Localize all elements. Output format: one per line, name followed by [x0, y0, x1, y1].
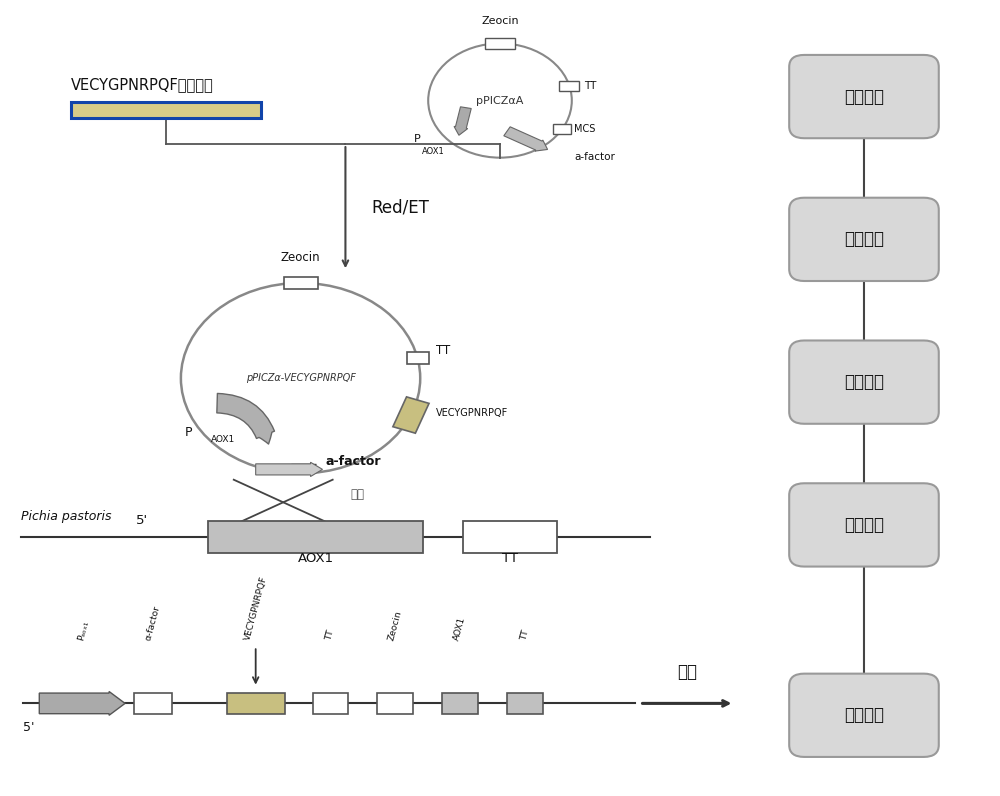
Text: a-factor: a-factor — [574, 152, 615, 162]
Bar — [407, 353, 429, 365]
Text: P: P — [413, 134, 420, 143]
Text: 诱导: 诱导 — [677, 663, 697, 681]
Bar — [393, 397, 429, 433]
Text: 5': 5' — [136, 514, 148, 527]
FancyArrow shape — [454, 107, 471, 135]
Text: MCS: MCS — [574, 124, 596, 134]
Bar — [284, 277, 318, 289]
Text: 转化: 转化 — [350, 488, 364, 501]
Text: AOX1: AOX1 — [422, 146, 445, 155]
Bar — [377, 693, 413, 714]
Bar — [71, 102, 261, 118]
Text: Pₐₒₓ₁: Pₐₒₓ₁ — [76, 619, 90, 642]
FancyArrow shape — [39, 692, 125, 716]
FancyBboxPatch shape — [789, 483, 939, 567]
Text: Red/ET: Red/ET — [371, 199, 429, 217]
Text: Zeocin: Zeocin — [387, 610, 404, 642]
Text: VECYGPNRPQF: VECYGPNRPQF — [243, 576, 269, 642]
Text: AOX1: AOX1 — [453, 616, 468, 642]
Text: AOX1: AOX1 — [211, 435, 235, 444]
Bar — [313, 693, 348, 714]
Bar — [559, 80, 579, 91]
Bar — [463, 521, 557, 552]
Text: TT: TT — [325, 629, 336, 642]
Text: pPICZα-VECYGPNRPQF: pPICZα-VECYGPNRPQF — [246, 373, 355, 383]
FancyBboxPatch shape — [789, 197, 939, 281]
Text: AOX1: AOX1 — [297, 552, 334, 565]
Text: 产品成型: 产品成型 — [844, 88, 884, 106]
Bar — [485, 38, 515, 49]
Bar — [227, 693, 285, 714]
Bar — [553, 124, 571, 135]
Text: pPICZαA: pPICZαA — [476, 96, 524, 106]
Text: Pichia pastoris: Pichia pastoris — [21, 509, 112, 522]
Text: 功能鉴定: 功能鉴定 — [844, 373, 884, 391]
Text: VECYGPNRPQF: VECYGPNRPQF — [436, 408, 509, 418]
FancyBboxPatch shape — [789, 55, 939, 139]
Text: 5': 5' — [23, 721, 35, 734]
Text: α-factor: α-factor — [144, 604, 162, 642]
Text: a-factor: a-factor — [325, 455, 381, 468]
Text: 分离纯化: 分离纯化 — [844, 516, 884, 534]
Text: TT: TT — [584, 80, 597, 91]
Bar — [208, 521, 423, 552]
FancyArrow shape — [256, 462, 322, 477]
FancyBboxPatch shape — [789, 341, 939, 423]
Text: 发酵优化: 发酵优化 — [844, 230, 884, 248]
Text: TT: TT — [502, 552, 518, 565]
FancyBboxPatch shape — [789, 673, 939, 757]
Text: P: P — [185, 426, 193, 439]
Text: VECYGPNRPQF编码基因: VECYGPNRPQF编码基因 — [71, 77, 214, 92]
Text: TT: TT — [436, 345, 450, 357]
Text: Zeocin: Zeocin — [481, 16, 519, 25]
Text: Zeocin: Zeocin — [281, 251, 320, 263]
FancyArrow shape — [504, 127, 548, 151]
Bar — [507, 693, 543, 714]
Text: 蛋白表达: 蛋白表达 — [844, 706, 884, 724]
FancyArrowPatch shape — [217, 393, 274, 444]
Bar — [442, 693, 478, 714]
Text: TT: TT — [519, 629, 531, 642]
Bar — [134, 693, 172, 714]
